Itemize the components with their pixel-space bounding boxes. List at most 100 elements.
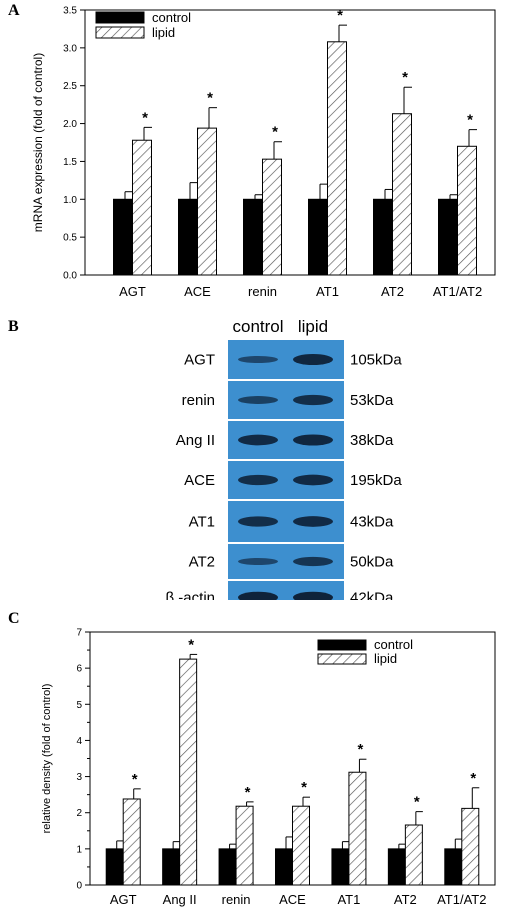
y-tick-label: 3 <box>76 772 82 783</box>
y-tick-label: 7 <box>76 628 82 639</box>
x-category-label: AGT <box>110 892 137 907</box>
significance-lipid-AT2: * <box>402 69 408 86</box>
legend-swatch-control <box>317 639 367 651</box>
y-tick-label: 1 <box>76 844 82 855</box>
bar-control-AT1 <box>331 848 350 886</box>
blot-row-label: AGT <box>184 352 215 369</box>
blot-size-label: 38kDa <box>350 432 394 449</box>
x-category-label: AT1/AT2 <box>433 284 482 299</box>
bar-lipid-AT1 <box>348 771 367 886</box>
bar-lipid-AT2 <box>404 824 423 886</box>
significance-lipid-renin: * <box>272 124 278 141</box>
legend-swatch-lipid <box>317 653 367 665</box>
blot-row-label: Ang II <box>176 432 215 449</box>
y-tick-label: 2.0 <box>63 119 77 130</box>
x-category-label: AT2 <box>394 892 417 907</box>
bar-lipid-AT1/AT2 <box>461 807 480 886</box>
legend-label-lipid: lipid <box>152 25 175 40</box>
y-tick-label: 3.0 <box>63 43 77 54</box>
blot-size-label: 53kDa <box>350 392 394 409</box>
blot-band-lipid-AT1 <box>293 516 333 527</box>
legend-swatch-control <box>95 11 145 24</box>
significance-lipid-AT1: * <box>358 741 364 758</box>
y-tick-label: 3.5 <box>63 6 77 17</box>
y-tick-label: 4 <box>76 736 82 747</box>
y-tick-label: 1.0 <box>63 195 77 206</box>
y-axis-label: mRNA expression (fold of control) <box>31 53 45 232</box>
blot-band-lipid-ACE <box>293 474 333 486</box>
legend-label-lipid: lipid <box>374 651 397 666</box>
x-category-label: AGT <box>119 284 146 299</box>
bar-lipid-AT1/AT2 <box>457 145 477 276</box>
blot-size-label: 50kDa <box>350 554 394 571</box>
y-tick-label: 0.5 <box>63 233 77 244</box>
significance-lipid-AGT: * <box>142 109 148 126</box>
bar-control-ACE <box>275 848 293 886</box>
legend-swatch-lipid <box>95 26 145 39</box>
blot-band-control-β -actin <box>238 591 278 600</box>
x-category-label: Ang II <box>163 892 197 907</box>
blot-band-lipid-Ang II <box>293 434 333 446</box>
significance-lipid-Ang II: * <box>188 636 194 653</box>
significance-lipid-AT1/AT2: * <box>470 770 476 787</box>
blot-band-control-renin <box>238 396 278 404</box>
western-blot-panel: control lipid AGT 105kDa renin 53kDa Ang II 38k… <box>166 317 402 601</box>
y-tick-label: 2 <box>76 808 82 819</box>
bar-control-AT1/AT2 <box>444 848 463 886</box>
blot-size-label: 105kDa <box>350 352 402 369</box>
x-category-label: ACE <box>279 892 306 907</box>
x-category-label: AT1/AT2 <box>437 892 486 907</box>
x-category-label: renin <box>248 284 277 299</box>
blot-row-label: AT2 <box>189 554 215 571</box>
blot-column-control: control <box>232 317 283 336</box>
blot-band-lipid-β -actin <box>293 591 333 600</box>
significance-lipid-AT2: * <box>414 794 420 811</box>
bar-lipid-renin <box>235 805 254 886</box>
blot-row-label: ACE <box>184 472 215 489</box>
bar-lipid-ACE <box>197 127 217 276</box>
legend-label-control: control <box>152 10 191 25</box>
significance-lipid-AGT: * <box>132 771 138 788</box>
bar-control-renin <box>243 198 263 276</box>
significance-lipid-ACE: * <box>301 779 307 796</box>
bar-control-AGT <box>105 848 124 886</box>
blot-size-label: 195kDa <box>350 472 402 489</box>
blot-row-label: AT1 <box>189 514 215 531</box>
significance-lipid-ACE: * <box>207 90 213 107</box>
significance-lipid-AT1/AT2: * <box>467 112 473 129</box>
blot-size-label: 42kDa <box>350 590 394 601</box>
panel-label-c: C <box>8 610 20 627</box>
legend-label-control: control <box>374 637 413 652</box>
bar-control-AT2 <box>373 198 393 276</box>
x-category-label: AT1 <box>316 284 339 299</box>
chart-c-relative-density: 0 1 2 3 4 5 6 7 relative density (fold of contro… <box>41 628 496 907</box>
panel-label-b: B <box>8 318 19 335</box>
significance-lipid-AT1: * <box>337 7 343 24</box>
significance-lipid-renin: * <box>245 784 251 801</box>
bar-lipid-AT1 <box>327 41 347 276</box>
y-tick-label: 2.5 <box>63 81 77 92</box>
chart-a-mrna-expression: 0.0 0.5 1.0 1.5 2.0 2.5 3.0 3.5 mRNA expression … <box>31 6 496 299</box>
y-tick-label: 1.5 <box>63 157 77 168</box>
bar-control-renin <box>218 848 237 886</box>
bar-control-Ang II <box>162 848 181 886</box>
bar-control-AGT <box>113 198 133 276</box>
x-category-label: AT2 <box>381 284 404 299</box>
x-category-label: AT1 <box>337 892 360 907</box>
bar-control-AT1/AT2 <box>438 198 458 276</box>
y-tick-label: 5 <box>76 700 82 711</box>
bar-lipid-AGT <box>132 139 152 276</box>
bar-lipid-ACE <box>292 805 310 886</box>
y-tick-label: 0.0 <box>63 271 77 282</box>
bar-lipid-renin <box>262 158 282 276</box>
blot-size-label: 43kDa <box>350 514 394 531</box>
bar-control-AT1 <box>308 198 328 276</box>
blot-column-lipid: lipid <box>298 317 328 336</box>
y-axis-label: relative density (fold of control) <box>41 684 53 834</box>
blot-band-control-ACE <box>238 474 278 486</box>
bar-control-AT2 <box>387 848 406 886</box>
blot-band-lipid-AGT <box>293 353 333 366</box>
y-tick-label: 0 <box>76 881 82 892</box>
bar-control-ACE <box>178 198 198 276</box>
blot-band-control-AT1 <box>238 516 278 527</box>
